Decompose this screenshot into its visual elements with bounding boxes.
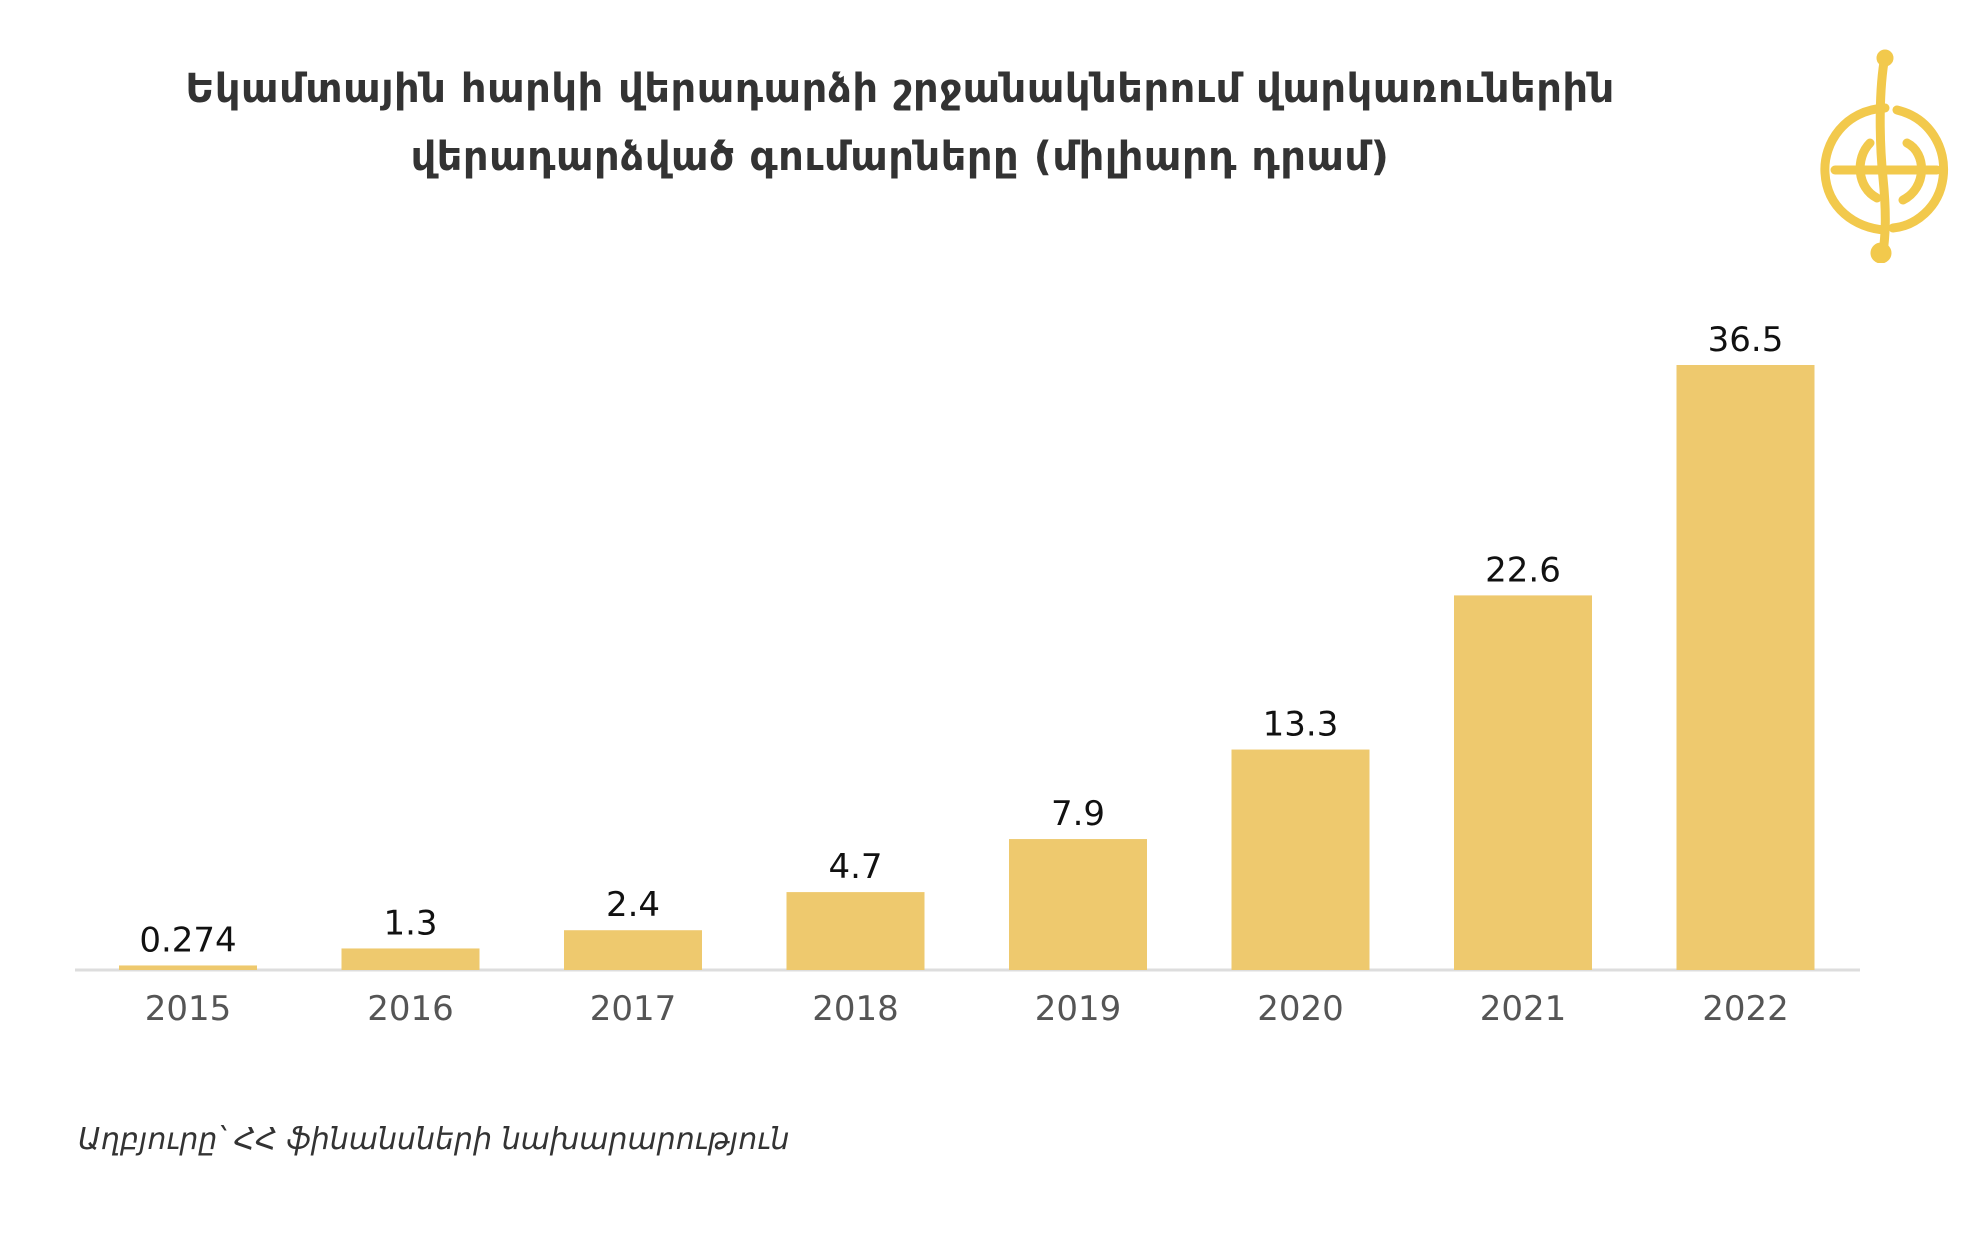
- bar-value-label-2016: 1.3: [383, 903, 437, 943]
- bar-value-label-2019: 7.9: [1051, 794, 1105, 834]
- bar-2018: [786, 892, 925, 970]
- bar-2019: [1009, 839, 1147, 970]
- bar-2020: [1231, 749, 1370, 970]
- bar-value-label-2018: 4.7: [828, 847, 882, 887]
- x-tick-label-2019: 2019: [1035, 989, 1122, 1029]
- bar-2016: [341, 948, 480, 970]
- bar-value-label-2015: 0.274: [139, 920, 236, 960]
- x-tick-label-2021: 2021: [1480, 989, 1567, 1029]
- chart-title: Եկամտային հարկի վերադարձի շրջանակներում …: [40, 55, 1760, 191]
- bar-2015: [119, 965, 257, 970]
- bar-2021: [1454, 595, 1592, 970]
- bar-2022: [1676, 365, 1815, 970]
- x-tick-label-2015: 2015: [145, 989, 232, 1029]
- bar-value-label-2020: 13.3: [1263, 705, 1339, 745]
- x-tick-label-2016: 2016: [367, 989, 454, 1029]
- x-tick-label-2020: 2020: [1257, 989, 1344, 1029]
- chart-title-line-2: վերադարձված գումարները (միլիարդ դրամ): [410, 134, 1390, 180]
- x-tick-label-2018: 2018: [812, 989, 899, 1029]
- bar-2017: [564, 930, 702, 970]
- bar-value-label-2021: 22.6: [1485, 550, 1561, 590]
- chart-title-line-1: Եկամտային հարկի վերադարձի շրջանակներում …: [185, 66, 1615, 112]
- bar-value-label-2022: 36.5: [1708, 320, 1784, 360]
- source-note: Աղբյուրը՝ ՀՀ ֆինանսների նախարարություն: [78, 1122, 790, 1157]
- bar-value-label-2017: 2.4: [606, 885, 660, 925]
- x-tick-label-2022: 2022: [1702, 989, 1789, 1029]
- globe-script-logo-icon: [1820, 49, 1949, 263]
- x-tick-label-2017: 2017: [590, 989, 677, 1029]
